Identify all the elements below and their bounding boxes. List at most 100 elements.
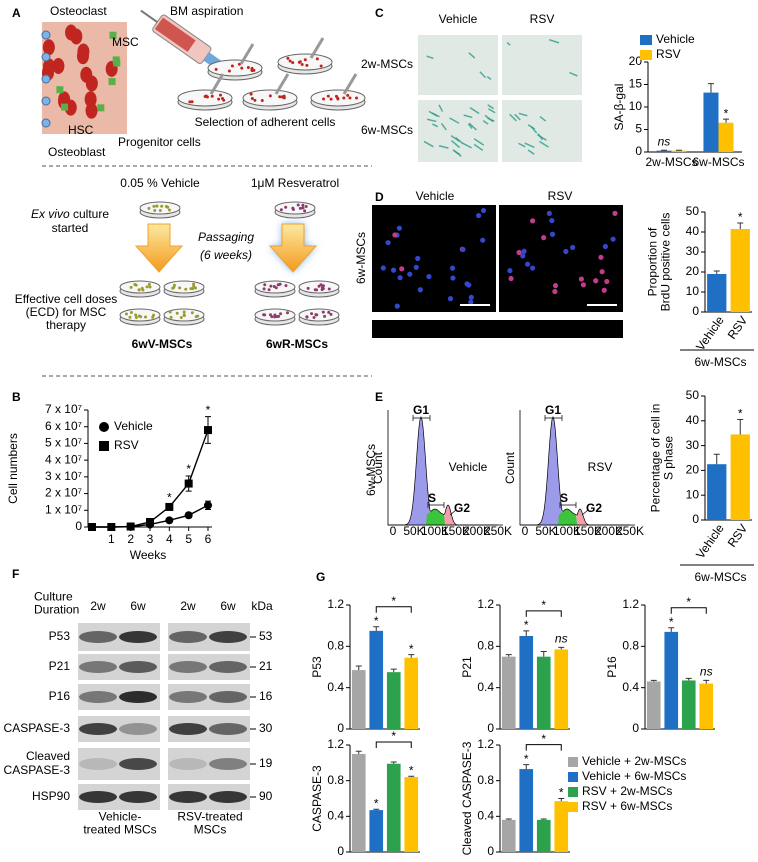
stained-cell — [432, 123, 439, 128]
cell-dot — [169, 315, 173, 319]
cell-dot — [134, 315, 138, 319]
schematic-label: (ECD) for MSC — [26, 305, 107, 319]
y-tick-label: 10 — [629, 99, 643, 113]
column-label: RSV — [530, 12, 555, 26]
cell-dot — [322, 97, 326, 101]
s-phase — [388, 509, 498, 525]
blot-header: Duration — [34, 603, 79, 617]
bar — [519, 769, 534, 852]
stained-cell — [449, 117, 460, 124]
pipette — [209, 73, 225, 95]
legend-swatch — [568, 757, 578, 767]
y-tick-label: 30 — [686, 244, 700, 258]
band — [119, 661, 157, 673]
cell — [41, 74, 51, 84]
nucleus — [392, 232, 398, 238]
nucleus — [397, 275, 403, 281]
row-label: 6w-MSCs — [361, 123, 413, 137]
nucleus — [385, 240, 391, 246]
stained-cell — [426, 118, 437, 123]
cell-dot — [268, 94, 272, 98]
y-tick-label: 10 — [686, 487, 700, 501]
kda-label: 30 — [259, 721, 273, 735]
significance-label: * — [374, 614, 379, 628]
band — [79, 723, 117, 735]
stained-cell — [486, 75, 492, 80]
nucleus — [601, 287, 607, 293]
cell-dot — [246, 65, 250, 69]
y-tick-label: 0 — [75, 519, 82, 533]
cell — [70, 28, 83, 45]
marker — [184, 511, 193, 520]
band — [169, 758, 207, 770]
stained-cell — [548, 38, 560, 44]
group-label: RSV-treated — [177, 810, 242, 824]
cell-dot — [189, 287, 193, 291]
nucleus — [390, 267, 397, 273]
blot-header: Culture — [34, 590, 73, 604]
cell-dot — [298, 206, 302, 210]
legend-marker — [99, 441, 109, 451]
cell-dot — [273, 315, 277, 319]
bar — [386, 763, 401, 852]
flow-tick-label: 50K — [535, 524, 556, 538]
cell-dot — [250, 96, 254, 100]
flow-tick-label: 150K — [574, 524, 602, 538]
panel-label: A — [12, 6, 21, 20]
protein-label: CASPASE-3 — [4, 721, 71, 735]
cell-dot — [167, 208, 171, 212]
stained-cell — [455, 136, 464, 145]
nucleus — [570, 244, 576, 251]
cell-dot — [305, 315, 309, 319]
dish-rim — [163, 280, 205, 294]
stained-cell — [539, 140, 549, 148]
dish-rim — [274, 201, 316, 215]
cell-dot — [263, 313, 267, 317]
blot-strip — [168, 748, 250, 780]
protein-label: HSP90 — [32, 789, 70, 803]
cell-dot — [151, 315, 155, 319]
cell-dot — [310, 312, 314, 316]
cell-dot — [134, 313, 138, 317]
stained-cell — [453, 150, 461, 156]
legend-label: Vehicle — [656, 32, 695, 46]
error-bar — [390, 668, 397, 673]
cell-dot — [301, 203, 305, 207]
bar — [369, 630, 384, 729]
y-tick-label: 6 x 10⁷ — [45, 419, 82, 433]
protein-label: P21 — [49, 659, 71, 673]
panel-label: D — [375, 190, 384, 204]
y-axis-label: P21 — [460, 656, 474, 678]
y-tick-label: 0.4 — [622, 680, 639, 694]
cell-dot — [268, 313, 272, 317]
y-axis-label: Cell numbers — [6, 433, 20, 504]
schematic-label: culture — [70, 207, 110, 221]
significance-label: * — [559, 786, 564, 800]
flow-tick-label: 200K — [595, 524, 623, 538]
cell-dot — [314, 313, 318, 317]
nucleus — [426, 273, 432, 280]
flow-tick-label: 100K — [421, 524, 449, 538]
marker — [204, 501, 212, 510]
stained-cell — [473, 138, 485, 146]
nucleus — [464, 281, 470, 287]
cell-dot — [182, 310, 186, 314]
schematic-label: HSC — [68, 123, 94, 137]
group-label: MSCs — [194, 823, 227, 837]
cell-dot — [282, 95, 286, 99]
stained-cell — [518, 142, 526, 148]
bar — [703, 92, 719, 152]
cell — [112, 56, 120, 64]
nucleus — [521, 248, 527, 254]
stained-cell — [524, 142, 535, 149]
bar — [671, 150, 687, 152]
cell-dot — [327, 287, 331, 291]
stained-cell — [527, 149, 535, 155]
band — [119, 758, 157, 770]
protein-label: CASPASE-3 — [4, 763, 71, 777]
x-tick-label: Vehicle — [693, 521, 727, 561]
bar — [369, 810, 384, 852]
nucleus — [549, 217, 555, 224]
nucleus — [598, 254, 604, 260]
cell-dot — [124, 312, 128, 316]
